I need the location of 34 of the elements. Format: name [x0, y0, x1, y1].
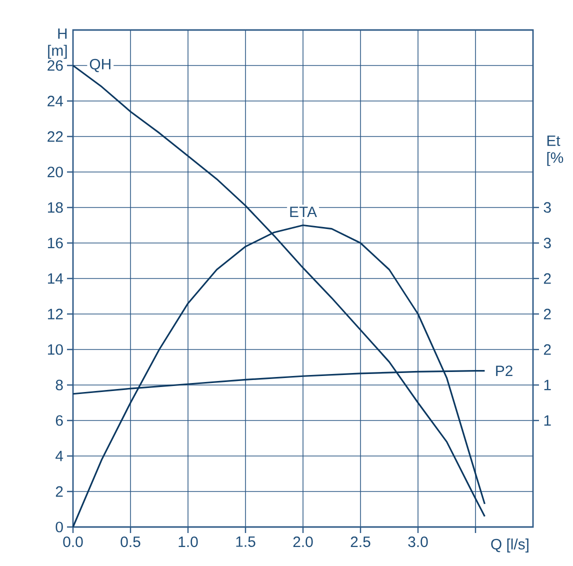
text: 2: [544, 273, 551, 284]
series-label: P2: [496, 366, 512, 376]
x-axis-title: Q [l/s]: [491, 538, 528, 552]
x-tick-label: 1.0: [178, 536, 198, 548]
series-label: QH: [90, 58, 110, 72]
y-tick-label: 0: [56, 522, 63, 532]
y-tick-label: 18: [48, 202, 63, 213]
y-tick-label: 22: [48, 131, 63, 142]
y-tick-label: 20: [48, 166, 63, 178]
text: 1: [544, 380, 551, 390]
text: 3: [544, 202, 551, 213]
y-tick-label: 26: [48, 60, 63, 71]
x-tick-label: 3.0: [408, 536, 428, 548]
y-tick-label: 2: [56, 486, 63, 497]
x-tick-label: 0.0: [63, 536, 83, 548]
y-tick-label: 12: [48, 308, 63, 320]
y-axis-title: H [m]: [48, 28, 67, 59]
x-tick-label: 1.5: [236, 536, 256, 547]
text: 3: [544, 238, 551, 248]
y-tick-label: 14: [48, 273, 64, 284]
y-tick-label: 4: [56, 450, 64, 462]
y-tick-label: 8: [56, 380, 63, 390]
text: 1: [544, 415, 551, 426]
x-tick-label: 2.5: [350, 536, 370, 548]
y-tick-label: 6: [56, 415, 63, 426]
text: 2: [544, 308, 551, 320]
series-label: ETA: [290, 206, 317, 218]
y-tick-label: 16: [48, 238, 63, 248]
text: 2: [544, 344, 551, 355]
x-tick-label: 2.0: [293, 536, 313, 548]
y2-axis-title: Et [%: [547, 136, 564, 166]
x-tick-label: 0.5: [120, 536, 140, 548]
y-tick-label: 10: [48, 344, 63, 355]
y-tick-label: 24: [48, 96, 64, 106]
